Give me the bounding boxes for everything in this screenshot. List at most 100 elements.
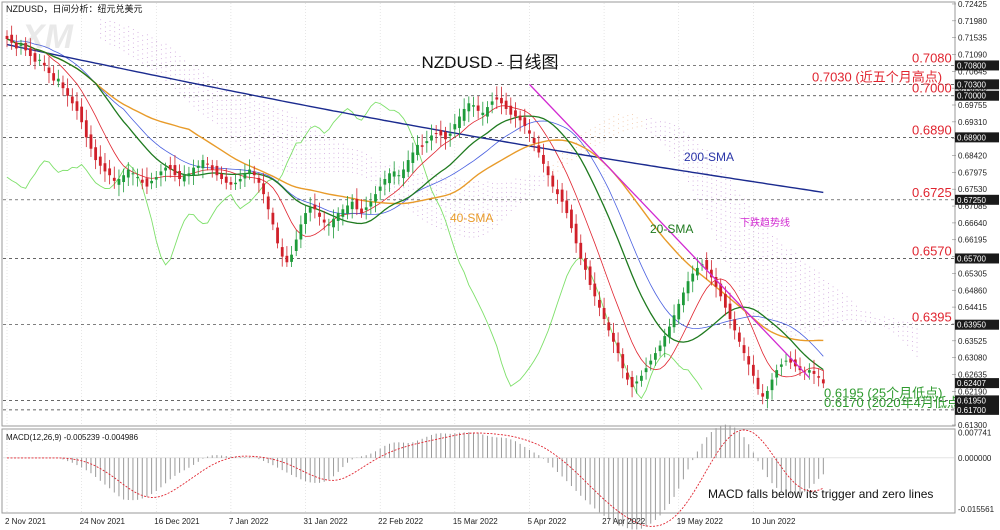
candle-body xyxy=(579,242,583,259)
ichimoku-cloud xyxy=(100,19,918,357)
candle-body xyxy=(640,375,643,381)
price-tag-text: 0.61700 xyxy=(957,406,986,415)
candle-body xyxy=(742,345,746,354)
price-tag xyxy=(955,79,999,90)
candle-body xyxy=(593,283,597,297)
x-tick-label: 22 Feb 2022 xyxy=(378,517,423,526)
macd-panel xyxy=(1,428,956,514)
candle-body xyxy=(504,100,508,109)
candle-body xyxy=(285,255,289,263)
candle-body xyxy=(406,160,410,172)
candle-body xyxy=(84,120,88,138)
candle-body xyxy=(751,364,755,376)
candle-body xyxy=(383,178,387,185)
macd-note: MACD falls below its trigger and zero li… xyxy=(708,487,933,501)
candle-body xyxy=(346,205,349,214)
price-panel xyxy=(1,1,956,427)
chart-title: NZDUSD - 日线图 xyxy=(422,53,559,72)
candle-body xyxy=(723,293,727,308)
candle-body xyxy=(238,178,242,182)
candle-body xyxy=(28,48,32,56)
price-tag xyxy=(955,60,999,71)
candle-body xyxy=(234,182,237,185)
level-label: 0.7030 (近五个月高点) xyxy=(812,69,942,84)
candle-body xyxy=(719,283,723,297)
candle-body xyxy=(224,176,228,183)
macd-y-tick-label: -0.015561 xyxy=(958,505,995,514)
last-price-text: 0.62407 xyxy=(957,379,986,388)
level-label: 0.6195 (25个月低点) xyxy=(824,385,943,400)
candle-body xyxy=(728,303,732,320)
candle-body xyxy=(243,173,247,179)
candle-body xyxy=(616,342,620,354)
candle-body xyxy=(518,115,522,121)
candle-body xyxy=(612,332,615,342)
x-tick-label: 7 Jan 2022 xyxy=(229,517,269,526)
candle-body xyxy=(5,35,9,39)
candle-body xyxy=(112,177,116,181)
candle-body xyxy=(672,315,676,328)
candle-body xyxy=(136,177,140,179)
candle-body xyxy=(621,354,625,369)
candle-body xyxy=(654,353,657,360)
level-label: 0.6395 xyxy=(912,310,952,325)
candle-body xyxy=(299,224,303,240)
candle-body xyxy=(290,254,293,262)
candle-body xyxy=(98,156,102,166)
candle-body xyxy=(565,200,569,214)
candle-body xyxy=(304,213,307,225)
candle-body xyxy=(33,53,37,62)
candle-body xyxy=(103,163,107,172)
candle-body xyxy=(779,364,783,367)
candle-body xyxy=(472,105,475,107)
candle-body xyxy=(369,201,373,207)
x-tick-label: 5 Apr 2022 xyxy=(527,517,566,526)
candle-body xyxy=(159,171,163,176)
candle-body xyxy=(154,177,158,180)
y-tick-label: 0.70645 xyxy=(958,67,987,76)
candle-body xyxy=(215,165,219,176)
candle-body xyxy=(681,292,685,306)
candle-body xyxy=(75,101,79,111)
candle-body xyxy=(467,103,471,112)
y-tick-label: 0.71090 xyxy=(958,50,987,59)
y-tick-label: 0.64415 xyxy=(958,303,987,312)
candle-body xyxy=(388,173,391,184)
candle-body xyxy=(630,377,634,388)
candle-body xyxy=(145,178,149,187)
candle-body xyxy=(52,73,56,81)
candle-body xyxy=(220,173,223,179)
candle-body xyxy=(747,356,751,365)
symbol-header: NZDUSD，日间分析：纽元兑美元 xyxy=(6,3,143,14)
candle-body xyxy=(126,169,130,178)
price-tag xyxy=(955,253,999,264)
y-tick-label: 0.71980 xyxy=(958,17,987,26)
candle-body xyxy=(789,358,793,363)
candle-body xyxy=(737,332,741,342)
y-tick-label: 0.66640 xyxy=(958,219,987,228)
candle-body xyxy=(761,393,765,397)
price-tag-text: 0.70300 xyxy=(957,80,986,89)
candle-body xyxy=(192,167,195,176)
candle-body xyxy=(397,175,401,177)
candle-body xyxy=(686,281,690,294)
candle-body xyxy=(308,207,312,213)
candle-body xyxy=(770,379,774,391)
x-tick-label: 24 Nov 2021 xyxy=(80,517,126,526)
candle-body xyxy=(481,112,485,116)
candle-body xyxy=(313,204,317,210)
y-tick-label: 0.71535 xyxy=(958,34,987,43)
x-tick-label: 27 Apr 2022 xyxy=(602,517,646,526)
y-tick-label: 0.63525 xyxy=(958,337,987,346)
candle-body xyxy=(360,208,363,214)
candle-body xyxy=(392,171,396,177)
candle-body xyxy=(56,78,60,82)
candle-body xyxy=(182,175,186,182)
candle-body xyxy=(532,137,536,144)
sma40-line xyxy=(6,38,824,342)
candle-body xyxy=(70,96,74,104)
candle-body xyxy=(341,209,345,217)
sma200-line xyxy=(6,43,824,194)
candle-body xyxy=(210,165,214,170)
